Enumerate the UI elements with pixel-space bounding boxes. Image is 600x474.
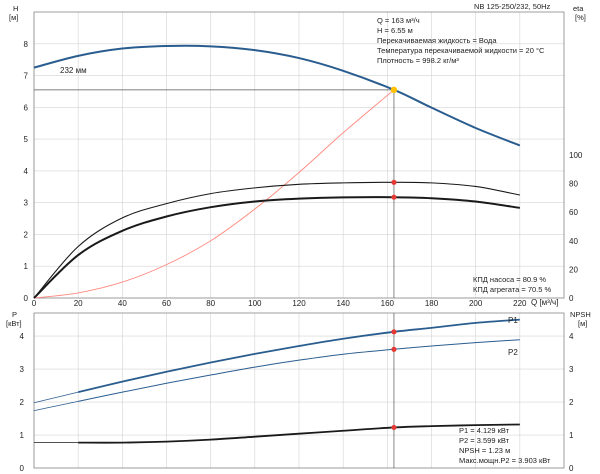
eta-line-pump: КПД насоса = 80.9 % (473, 275, 546, 284)
lower-left-axis-unit: [кВт] (6, 319, 22, 328)
info-line-pmax: Макс.мощн.P2 = 3.903 кВт (459, 456, 551, 465)
eta-line-unit: КПД агрегата = 70.5 % (473, 285, 551, 294)
upper-right-tick-label: 60 (569, 208, 578, 217)
p1-curve-ext (33, 391, 79, 404)
head-duty-marker (390, 86, 398, 94)
x-tick-label: 60 (162, 299, 171, 308)
x-tick-label: 120 (292, 299, 306, 308)
x-tick-label: 220 (513, 299, 527, 308)
x-tick-label: 0 (32, 299, 37, 308)
info-line-temp: Температура перекачиваемой жидкости = 20… (377, 46, 545, 55)
lower-left-tick-label: 3 (20, 365, 25, 374)
upper-left-tick-label: 2 (24, 230, 29, 239)
x-tick-label: 200 (469, 299, 483, 308)
lower-left-tick-label: 4 (20, 332, 25, 341)
eta-unit-duty-marker (391, 194, 397, 200)
eta-pump-curve (33, 181, 520, 299)
p1-curve-label: P1 (508, 316, 518, 325)
info-line-p1: P1 = 4.129 кВт (459, 426, 510, 435)
eta-pump-duty-marker (391, 179, 397, 185)
x-axis-title: Q [м³/ч] (531, 298, 558, 307)
p2-curve (78, 339, 520, 402)
upper-right-axis-unit: [%] (575, 13, 586, 22)
info-line-p2: P2 = 3.599 кВт (459, 436, 510, 445)
lower-curves (33, 313, 520, 468)
p2-curve-label: P2 (508, 348, 518, 357)
system-curve (33, 89, 395, 299)
header-text: NB 125-250/232, 50Hz (474, 2, 551, 11)
upper-left-tick-label: 6 (24, 103, 29, 112)
upper-left-tick-label: 8 (24, 40, 29, 49)
x-tick-label: 100 (248, 299, 262, 308)
p2-curve-ext (33, 400, 79, 412)
upper-left-tick-label: 1 (24, 262, 29, 271)
upper-info-block: Q = 163 м³/ч H = 6.55 м Перекачиваемая ж… (377, 16, 545, 65)
x-tick-label: 20 (74, 299, 83, 308)
info-line-q: Q = 163 м³/ч (377, 16, 420, 25)
upper-left-tick-label: 0 (24, 294, 29, 303)
upper-right-tick-label: 20 (569, 265, 578, 274)
upper-left-tick-label: 4 (24, 167, 29, 176)
head-curve (33, 44, 521, 147)
upper-left-tick-label: 7 (24, 72, 29, 81)
info-line-npsh: NPSH = 1.23 м (459, 446, 510, 455)
lower-left-tick-label: 2 (20, 398, 25, 407)
upper-right-tick-label: 0 (569, 294, 574, 303)
info-line-h: H = 6.55 м (377, 26, 413, 35)
lower-right-tick-label: 0 (569, 464, 574, 473)
p1-curve (77, 318, 520, 394)
p2-duty-marker (391, 346, 397, 352)
p1-duty-marker (391, 329, 397, 335)
lower-left-axis-title: P (12, 310, 17, 319)
lower-right-axis-title: NPSH (570, 310, 591, 319)
npsh-duty-marker (391, 424, 397, 431)
x-tick-label: 80 (206, 299, 215, 308)
impeller-label: 232 мм (60, 66, 87, 75)
upper-left-tick-label: 3 (24, 199, 29, 208)
lower-ticks: 0 1 2 3 4 0 1 2 3 4 (20, 332, 574, 473)
eta-info-block: КПД насоса = 80.9 % КПД агрегата = 70.5 … (473, 275, 551, 294)
lower-left-tick-label: 1 (20, 431, 25, 440)
upper-right-tick-label: 80 (569, 180, 578, 189)
upper-left-axis-unit: [м] (9, 13, 18, 22)
lower-plot-frame (33, 312, 565, 469)
npsh-curve (78, 423, 520, 444)
eta-unit-curve (33, 196, 520, 299)
upper-left-axis-title: H (13, 4, 18, 13)
lower-info-block: P1 = 4.129 кВт P2 = 3.599 кВт NPSH = 1.2… (459, 426, 551, 465)
upper-curves (33, 44, 521, 299)
upper-right-axis-title: eta (573, 4, 584, 13)
lower-right-axis-unit: [м] (578, 319, 587, 328)
upper-right-tick-label: 100 (569, 151, 583, 160)
x-tick-label: 40 (118, 299, 127, 308)
lower-right-tick-label: 2 (569, 398, 574, 407)
info-line-density: Плотность = 998.2 кг/м³ (377, 56, 459, 65)
lower-right-tick-label: 3 (569, 365, 574, 374)
lower-left-tick-label: 0 (20, 464, 25, 473)
upper-plot-frame (33, 11, 565, 299)
x-tick-label: 160 (381, 299, 395, 308)
upper-grid (33, 12, 564, 299)
x-tick-label: 140 (336, 299, 350, 308)
upper-right-tick-label: 40 (569, 237, 578, 246)
lower-right-tick-label: 4 (569, 332, 574, 341)
lower-right-tick-label: 1 (569, 431, 574, 440)
info-line-fluid: Перекачиваемая жидкость = Вода (377, 36, 497, 45)
upper-left-tick-label: 5 (24, 135, 29, 144)
x-tick-label: 180 (425, 299, 439, 308)
